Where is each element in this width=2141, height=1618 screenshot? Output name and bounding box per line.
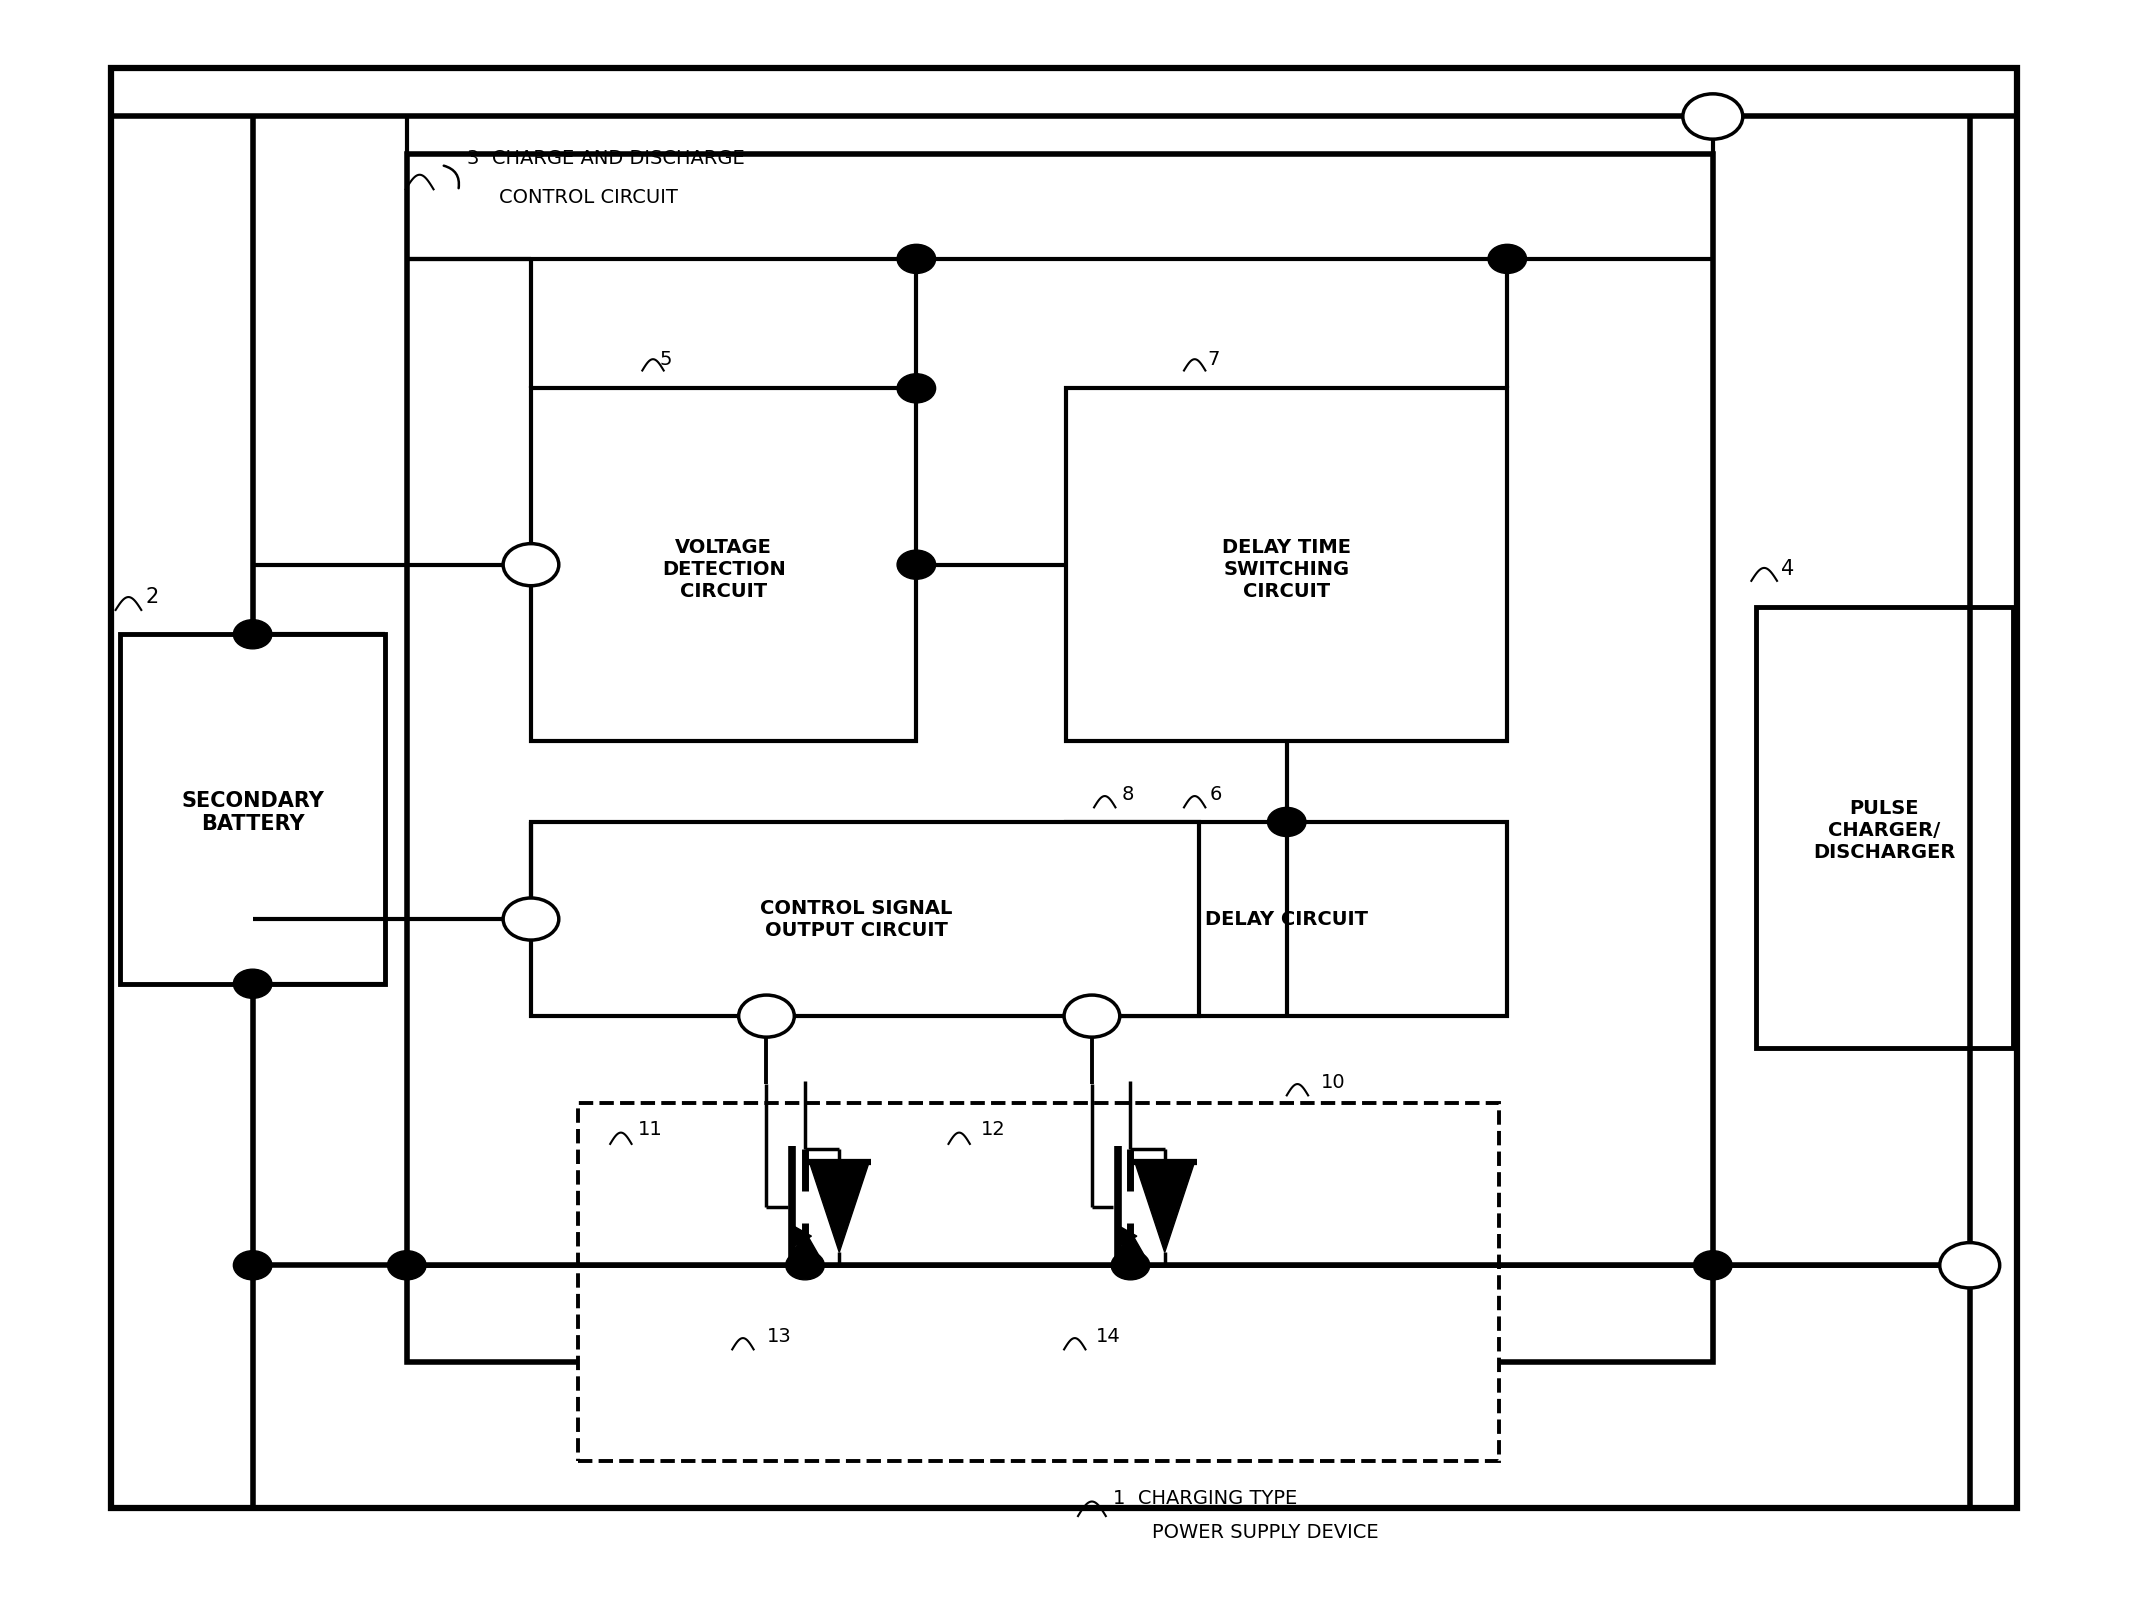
Text: 12: 12 (981, 1120, 1006, 1139)
Polygon shape (1135, 1162, 1195, 1252)
FancyArrow shape (1118, 1231, 1143, 1257)
Circle shape (1683, 94, 1743, 139)
Text: VOLTAGE
DETECTION
CIRCUIT: VOLTAGE DETECTION CIRCUIT (662, 539, 786, 600)
Text: 4: 4 (1781, 560, 1794, 579)
Circle shape (786, 1251, 824, 1280)
Bar (111, 68, 2017, 1508)
Circle shape (233, 969, 272, 998)
Text: 8: 8 (1122, 785, 1135, 804)
Bar (531, 388, 916, 741)
Circle shape (1940, 1243, 2000, 1288)
Text: 1  CHARGING TYPE: 1 CHARGING TYPE (1113, 1489, 1297, 1508)
Bar (407, 154, 1713, 1362)
Bar (1756, 607, 2013, 1048)
Text: 6: 6 (1210, 785, 1223, 804)
FancyArrow shape (792, 1231, 818, 1257)
Text: 10: 10 (1321, 1073, 1347, 1092)
Text: 11: 11 (638, 1120, 664, 1139)
Text: 14: 14 (1096, 1327, 1122, 1346)
Polygon shape (809, 1162, 869, 1252)
Text: POWER SUPPLY DEVICE: POWER SUPPLY DEVICE (1152, 1523, 1379, 1542)
Circle shape (233, 620, 272, 649)
FancyArrow shape (792, 1226, 811, 1246)
Bar (1066, 822, 1507, 1016)
Circle shape (233, 1251, 272, 1280)
Text: PULSE
CHARGER/
DISCHARGER: PULSE CHARGER/ DISCHARGER (1813, 799, 1955, 861)
Bar (531, 822, 1199, 1016)
Circle shape (739, 995, 794, 1037)
Text: 7: 7 (1208, 349, 1220, 369)
Text: 2: 2 (146, 587, 158, 607)
Circle shape (503, 544, 559, 586)
Circle shape (1267, 807, 1306, 837)
Circle shape (897, 374, 936, 403)
Circle shape (1111, 1251, 1150, 1280)
Bar (578, 1103, 1499, 1461)
FancyArrow shape (1118, 1226, 1137, 1246)
Text: 5: 5 (659, 349, 672, 369)
Text: CONTROL SIGNAL
OUTPUT CIRCUIT: CONTROL SIGNAL OUTPUT CIRCUIT (760, 898, 953, 940)
Text: 3  CHARGE AND DISCHARGE: 3 CHARGE AND DISCHARGE (467, 149, 745, 168)
Bar (1066, 388, 1507, 741)
Text: SECONDARY
BATTERY: SECONDARY BATTERY (182, 791, 323, 833)
Circle shape (897, 550, 936, 579)
Circle shape (503, 898, 559, 940)
Text: 13: 13 (766, 1327, 792, 1346)
Circle shape (897, 244, 936, 273)
Circle shape (1064, 995, 1120, 1037)
Text: CONTROL CIRCUIT: CONTROL CIRCUIT (499, 188, 679, 207)
Text: DELAY TIME
SWITCHING
CIRCUIT: DELAY TIME SWITCHING CIRCUIT (1223, 539, 1351, 600)
Circle shape (1694, 1251, 1732, 1280)
Text: DELAY CIRCUIT: DELAY CIRCUIT (1205, 909, 1368, 929)
Circle shape (388, 1251, 426, 1280)
Circle shape (1488, 244, 1527, 273)
Bar (120, 634, 385, 984)
